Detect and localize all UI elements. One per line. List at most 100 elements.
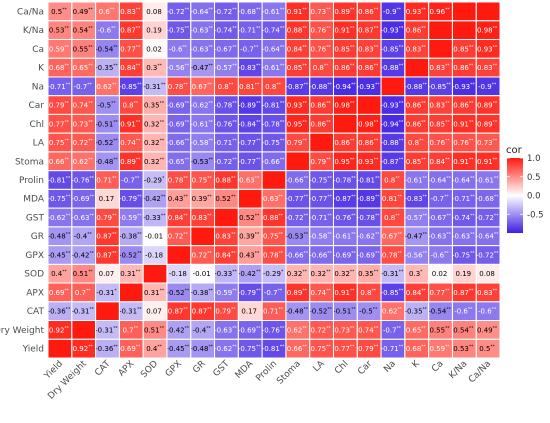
heatmap-cell [357,227,381,246]
cell-value-label: 0.3* [409,269,423,278]
cell-value-label: 0.83** [215,232,236,241]
heatmap-cell [405,39,429,58]
cell-value-label: 0.68** [49,63,70,72]
heatmap-cell [310,339,333,358]
cell-value-label: 0.75** [192,176,213,185]
heatmap-cell [286,114,310,133]
heatmap-cell [476,208,500,227]
y-tick-label: Ca [32,45,44,55]
heatmap-cell [333,302,357,321]
heatmap-cells: 0.5** 0.49** 0.6** 0.83** 0.08 -0.72** -0.64**… [47,1,501,359]
heatmap-cell [262,96,286,114]
heatmap-cell [72,96,96,114]
heatmap-cell [262,21,286,39]
heatmap-cell [310,302,333,321]
cell-value-label: 0.8** [122,101,138,110]
heatmap-cell [452,39,476,58]
heatmap-cell [310,77,333,96]
heatmap-cell [191,133,215,152]
cell-value-label: 0.84** [215,250,236,259]
cell-value-label: 0.79** [311,157,332,166]
heatmap-cell [167,2,191,21]
cell-value-label: 0.62** [382,307,403,316]
cell-value-label: -0.63** [214,325,237,334]
cell-value-label: -0.66** [285,250,308,259]
cell-value-label: 0.74** [358,325,379,334]
cell-value-label: -0.48** [48,232,71,241]
cell-value-label: -0.75** [262,138,285,147]
heatmap-cell [262,152,286,171]
heatmap-cell [215,264,238,283]
heatmap-cell [191,283,215,302]
cell-value-label: 0.83** [429,101,450,110]
cell-value-label: 0.83** [477,288,498,297]
cell-value-label: 0.86** [358,138,379,147]
cell-value-label: -0.61** [262,63,285,72]
heatmap-cell [476,152,500,171]
heatmap-cell [333,283,357,302]
heatmap-cell [310,246,333,264]
heatmap-cell [238,21,262,39]
heatmap-cell [238,133,262,152]
cell-value-label: -0.76** [71,176,94,185]
cell-value-label: -0.35** [404,307,427,316]
heatmap-cell [333,208,357,227]
heatmap-cell [452,21,476,39]
heatmap-cell [357,246,381,264]
heatmap-cell [405,283,429,302]
x-tick-label: LA [312,358,328,374]
cell-value-label: 0.63** [239,176,260,185]
cell-value-label: 0.89** [287,288,308,297]
cell-value-label: 0.31** [144,288,165,297]
cell-value-label: 0.91** [453,119,474,128]
cell-value-label: -0.62** [357,232,380,241]
heatmap-cell [405,171,429,189]
cell-value-label: 0.39** [192,194,213,203]
heatmap-cell [429,58,452,77]
heatmap-cell [476,339,500,358]
cell-value-label: 0.91** [334,288,355,297]
cell-value-label: 0.65** [73,63,94,72]
heatmap-cell [333,96,357,114]
cell-value-label: -0.69** [357,250,380,259]
cell-value-label: -0.51** [95,119,118,128]
heatmap-cell [143,264,167,283]
cell-value-label: 0.02 [146,45,162,53]
heatmap-cell [72,2,96,21]
heatmap-cell [238,171,262,189]
cell-value-label: -0.83** [238,63,261,72]
cell-value-label: -0.68** [238,7,261,16]
cell-value-label: -0.29* [144,176,165,185]
heatmap-cell [48,39,72,58]
heatmap-cell [48,321,72,339]
legend-tick-label: 0.0 [527,192,541,202]
y-tick-label: CAT [27,307,45,317]
cell-value-label: -0.69** [167,119,190,128]
cell-value-label: -0.52** [119,250,142,259]
y-tick-label: Yield [22,345,44,355]
cell-value-label: 0.84** [168,213,189,222]
cell-value-label: -0.59** [214,288,237,297]
heatmap-cell [381,77,405,96]
heatmap-cell [96,246,119,264]
cell-value-label: -0.64** [452,176,475,185]
heatmap-cell [48,152,72,171]
cell-value-label: 0.72** [311,325,332,334]
cell-value-label: 0.84** [120,63,141,72]
cell-value-label: -0.87** [333,194,356,203]
y-tick-label: GPX [25,251,44,261]
cell-value-label: 0.89** [477,119,498,128]
cell-value-label: -0.48** [95,157,118,166]
heatmap-cell [119,21,143,39]
heatmap-cell [238,321,262,339]
cell-value-label: 0.31** [120,269,141,278]
heatmap-cell [96,133,119,152]
cell-value-label: 0.35** [144,101,165,110]
legend-title: cor [506,145,523,156]
heatmap-cell [381,96,405,114]
heatmap-cell [119,339,143,358]
heatmap-cell [215,39,238,58]
heatmap-cell [357,58,381,77]
cell-value-label: 0.79** [96,213,117,222]
heatmap-cell [286,77,310,96]
